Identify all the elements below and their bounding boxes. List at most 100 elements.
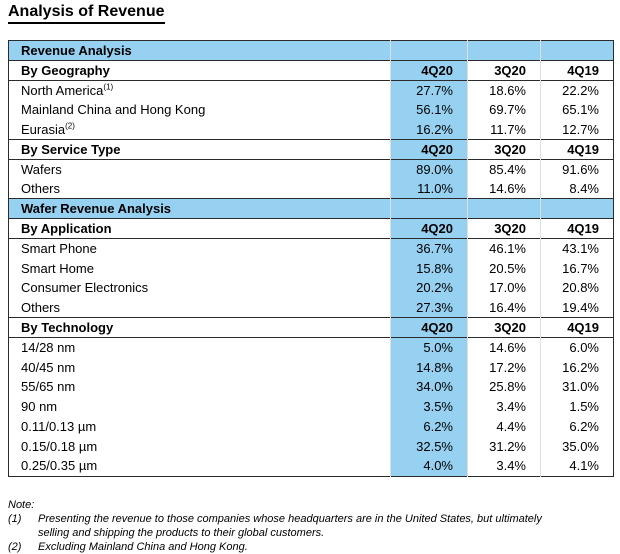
table-row: 0.11/0.13 µm 6.2% 4.4% 6.2%: [9, 416, 614, 437]
row-label: 0.11/0.13 µm: [21, 419, 97, 435]
value-3q20: 3.4%: [467, 456, 541, 477]
group-header-row-application: By Application 4Q20 3Q20 4Q19: [8, 218, 614, 239]
value-3q20: 14.6%: [467, 337, 541, 358]
value-3q20: 14.6%: [467, 179, 541, 199]
value-3q20: 16.4%: [467, 297, 541, 318]
value-4q20: 89.0%: [390, 159, 468, 180]
table-row: Others 11.0% 14.6% 8.4%: [9, 179, 614, 199]
footnote-item: (1) Presenting the revenue to those comp…: [8, 512, 543, 540]
value-4q19: 6.2%: [540, 416, 614, 437]
row-label: 55/65 nm: [21, 379, 76, 395]
column-header-4q20: 4Q20: [390, 60, 468, 81]
value-4q19: 6.0%: [540, 337, 614, 358]
section-header-wafer-revenue-analysis: Wafer Revenue Analysis: [8, 198, 614, 219]
value-3q20: 11.7%: [467, 119, 541, 140]
row-label: 0.15/0.18 µm: [21, 438, 98, 454]
footnote-item: (2) Excluding Mainland China and Hong Ko…: [8, 540, 543, 554]
value-4q19: 8.4%: [540, 179, 614, 199]
group-header-label: By Technology: [21, 320, 114, 336]
row-label: Eurasia(2): [21, 121, 75, 137]
section-fill-cell: [540, 198, 614, 219]
value-4q19: 22.2%: [540, 80, 614, 100]
table-row: Wafers 89.0% 85.4% 91.6%: [9, 159, 614, 180]
section-fill-cell: [390, 40, 468, 61]
value-4q20: 34.0%: [390, 377, 468, 397]
column-header-4q19: 4Q19: [540, 317, 614, 338]
section-title: Revenue Analysis: [8, 40, 391, 61]
value-4q20: 27.7%: [390, 80, 468, 100]
section-fill-cell: [540, 40, 614, 61]
table-row: 40/45 nm 14.8% 17.2% 16.2%: [9, 357, 614, 378]
value-3q20: 25.8%: [467, 377, 541, 397]
group-header-row-service-type: By Service Type 4Q20 3Q20 4Q19: [8, 139, 614, 160]
value-4q20: 56.1%: [390, 99, 468, 120]
value-4q20: 27.3%: [390, 297, 468, 318]
column-header-3q20: 3Q20: [467, 218, 541, 239]
column-header-4q20: 4Q20: [390, 317, 468, 338]
row-label: Smart Home: [21, 260, 94, 276]
row-label: 90 nm: [21, 399, 58, 415]
value-3q20: 46.1%: [467, 238, 541, 259]
footnote-text: Presenting the revenue to those companie…: [38, 513, 542, 539]
value-4q20: 6.2%: [390, 416, 468, 437]
row-label: Others: [21, 181, 61, 197]
table-row: 90 nm 3.5% 3.4% 1.5%: [9, 396, 614, 417]
table-row: Mainland China and Hong Kong 56.1% 69.7%…: [9, 99, 614, 120]
row-label: North America(1): [21, 82, 114, 98]
column-header-3q20: 3Q20: [467, 60, 541, 81]
value-4q19: 31.0%: [540, 377, 614, 397]
value-3q20: 69.7%: [467, 99, 541, 120]
section-fill-cell: [390, 198, 468, 219]
value-4q19: 16.7%: [540, 258, 614, 279]
value-4q19: 4.1%: [540, 456, 614, 477]
table-row: 14/28 nm 5.0% 14.6% 6.0%: [9, 337, 614, 358]
section-title: Wafer Revenue Analysis: [8, 198, 391, 219]
group-header-row-technology: By Technology 4Q20 3Q20 4Q19: [8, 317, 614, 338]
value-4q19: 35.0%: [540, 436, 614, 457]
value-4q19: 65.1%: [540, 99, 614, 120]
row-label: 14/28 nm: [21, 340, 76, 356]
value-4q19: 91.6%: [540, 159, 614, 180]
group-header-row-geography: By Geography 4Q20 3Q20 4Q19: [8, 60, 614, 81]
row-label: Consumer Electronics: [21, 280, 149, 296]
table-row: North America(1) 27.7% 18.6% 22.2%: [9, 80, 614, 100]
table-row: 0.25/0.35 µm 4.0% 3.4% 4.1%: [9, 456, 614, 477]
column-header-4q19: 4Q19: [540, 218, 614, 239]
row-label: Smart Phone: [21, 241, 97, 257]
footnote-number: (1): [8, 513, 22, 525]
row-label: Others: [21, 300, 61, 315]
row-label: 40/45 nm: [21, 359, 76, 375]
table-row: Smart Phone 36.7% 46.1% 43.1%: [9, 238, 614, 259]
value-3q20: 4.4%: [467, 416, 541, 437]
value-4q20: 4.0%: [390, 456, 468, 477]
value-3q20: 18.6%: [467, 80, 541, 100]
value-4q19: 20.8%: [540, 278, 614, 298]
value-4q20: 32.5%: [390, 436, 468, 457]
group-header-label: By Service Type: [21, 141, 121, 157]
table-row: Consumer Electronics 20.2% 17.0% 20.8%: [9, 278, 614, 298]
group-header-label: By Application: [21, 221, 112, 237]
column-header-4q20: 4Q20: [390, 139, 468, 160]
footnote-ref: (2): [65, 121, 75, 131]
section-fill-cell: [467, 40, 541, 61]
value-4q20: 15.8%: [390, 258, 468, 279]
row-label: Mainland China and Hong Kong: [21, 102, 206, 118]
section-header-revenue-analysis: Revenue Analysis: [8, 40, 614, 61]
value-3q20: 20.5%: [467, 258, 541, 279]
table-row: 55/65 nm 34.0% 25.8% 31.0%: [9, 377, 614, 397]
value-4q20: 5.0%: [390, 337, 468, 358]
value-4q19: 1.5%: [540, 396, 614, 417]
row-label: 0.25/0.35 µm: [21, 458, 98, 474]
footnotes: Note: (1) Presenting the revenue to thos…: [8, 498, 543, 554]
value-3q20: 31.2%: [467, 436, 541, 457]
value-3q20: 3.4%: [467, 396, 541, 417]
footnotes-title: Note:: [8, 499, 35, 511]
value-3q20: 85.4%: [467, 159, 541, 180]
value-4q19: 12.7%: [540, 119, 614, 140]
column-header-4q19: 4Q19: [540, 139, 614, 160]
table-row: Eurasia(2) 16.2% 11.7% 12.7%: [9, 119, 614, 140]
value-3q20: 17.0%: [467, 278, 541, 298]
column-header-4q20: 4Q20: [390, 218, 468, 239]
column-header-4q19: 4Q19: [540, 60, 614, 81]
row-label: Wafers: [21, 161, 62, 177]
